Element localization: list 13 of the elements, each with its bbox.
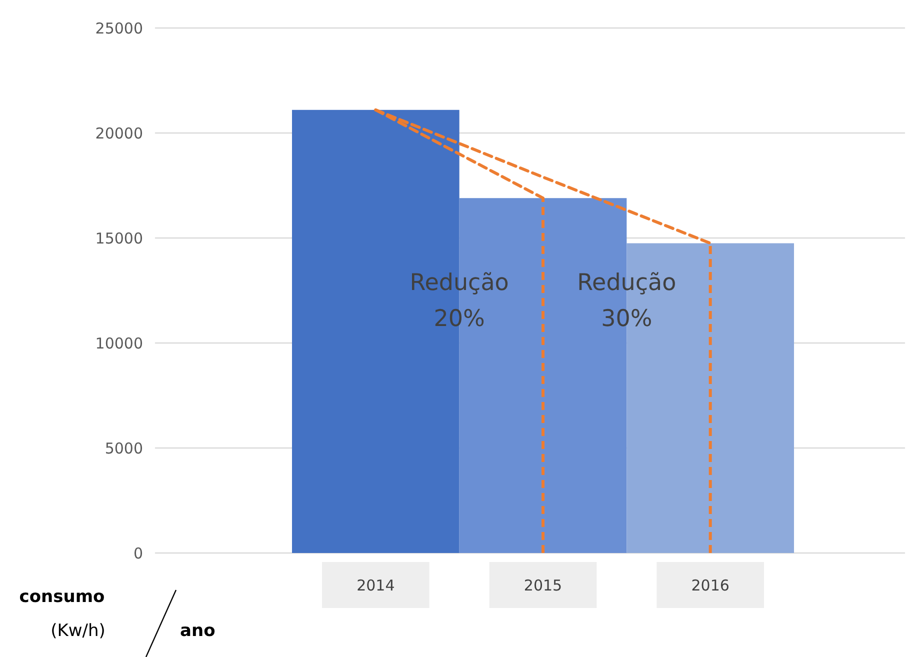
y-tick-label: 5000 <box>104 439 143 458</box>
x-tick-label: 2014 <box>356 576 395 594</box>
y-tick-label: 10000 <box>95 334 143 352</box>
y-tick-label: 0 <box>133 544 143 562</box>
x-tick-label: 2016 <box>691 576 730 594</box>
y-tick-label: 25000 <box>95 19 143 38</box>
y-axis-title: consumo (Kw/h) <box>19 587 106 641</box>
y-tick-label: 20000 <box>95 124 143 142</box>
annotation: Redução 20% <box>410 270 509 332</box>
y-tick-label: 15000 <box>95 229 143 248</box>
x-tick-label: 2015 <box>524 576 562 594</box>
annotation: Redução 30% <box>577 270 676 332</box>
x-axis-title: ano <box>180 621 216 641</box>
